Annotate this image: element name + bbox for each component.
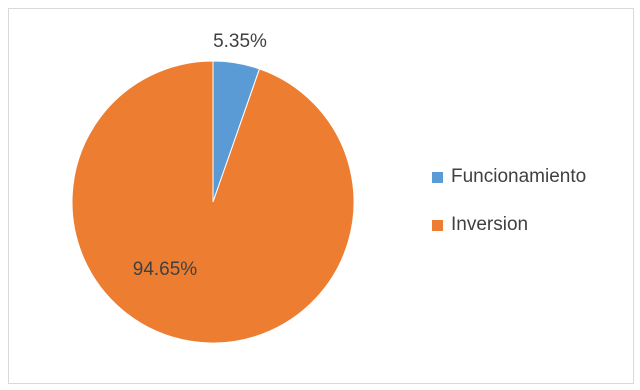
pie-slice-inversion [71,60,355,344]
legend-item-inversion: Inversion [432,214,586,236]
legend-label-inversion: Inversion [451,214,529,235]
pie-slices [71,60,355,344]
legend-swatch-funcionamiento [432,171,443,183]
legend-swatch-inversion [432,219,443,231]
data-label-funcionamiento: 5.35% [213,31,267,52]
legend: Funcionamiento Inversion [432,166,586,236]
pie-data-labels: 5.35% 94.65% [133,31,267,280]
legend-label-funcionamiento: Funcionamiento [451,166,587,187]
data-label-inversion: 94.65% [133,259,198,280]
legend-item-funcionamiento: Funcionamiento [432,166,586,188]
